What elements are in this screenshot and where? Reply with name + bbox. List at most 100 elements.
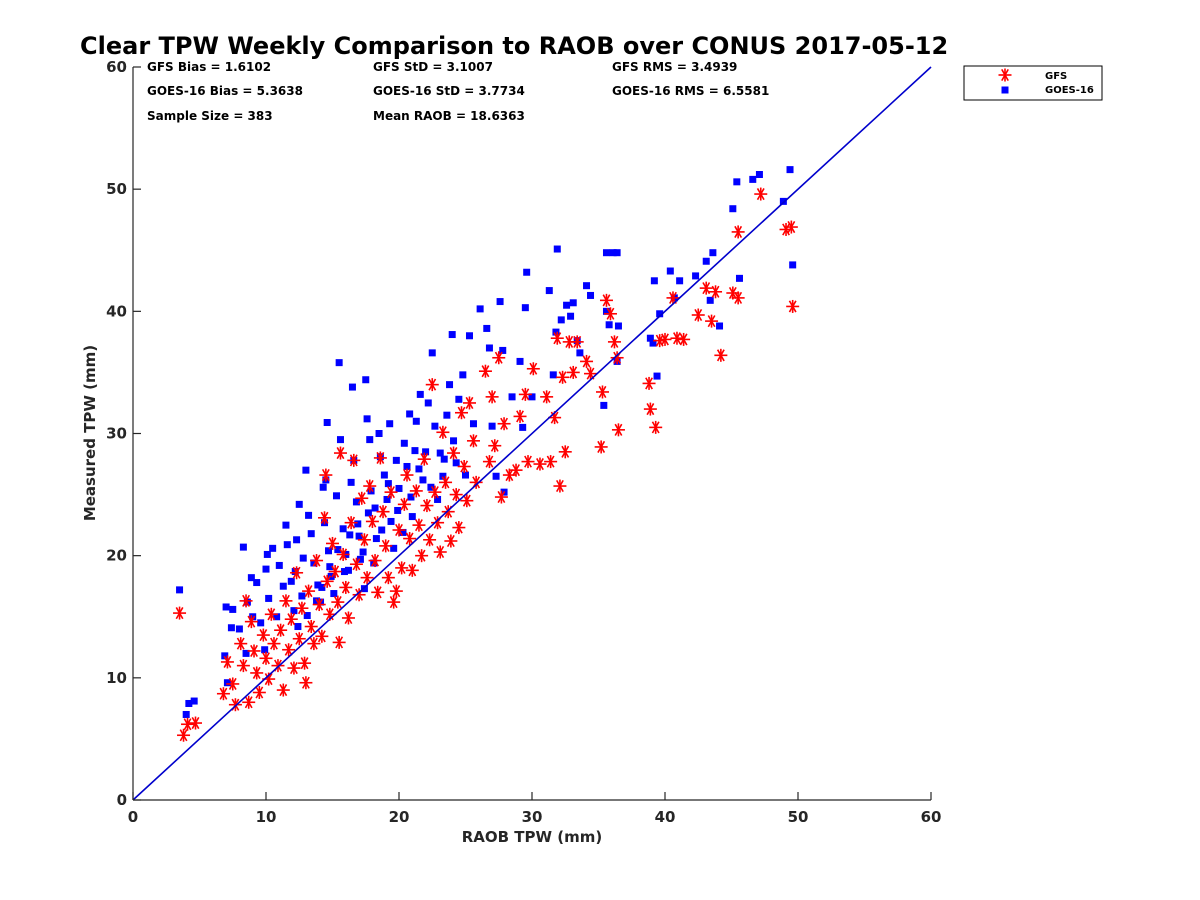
goes-point-87 [434, 495, 442, 503]
gfs-point-14 [250, 666, 264, 680]
goes-point-85 [428, 349, 436, 357]
goes-point-111 [523, 268, 531, 276]
goes-point-170 [399, 528, 407, 536]
x-tick-label-30: 30 [522, 808, 543, 826]
goes-point-161 [340, 568, 348, 576]
legend-gfs-label: GFS [1045, 71, 1067, 82]
gfs-point-11 [242, 695, 256, 709]
gfs-point-58 [363, 479, 377, 493]
goes-point-77 [406, 410, 414, 418]
goes-point-116 [552, 328, 560, 336]
gfs-point-72 [400, 468, 414, 482]
gfs-std-label: GFS StD = 3.1007 [373, 60, 493, 74]
gfs-point-32 [299, 676, 313, 690]
x-tick-label-50: 50 [788, 808, 809, 826]
gfs-point-45 [331, 595, 345, 609]
goes-point-118 [557, 316, 565, 324]
gfs-point-109 [521, 455, 535, 469]
gfs-point-41 [320, 574, 334, 588]
goes-point-145 [706, 296, 714, 304]
one-to-one-line [132, 66, 932, 801]
goes-point-115 [549, 371, 557, 379]
gfs-point-40 [319, 468, 333, 482]
gfs-point-4 [216, 687, 230, 701]
gfs-point-131 [642, 376, 656, 390]
goes-point-84 [424, 399, 432, 407]
goes-point-40 [319, 483, 327, 491]
goes-point-110 [519, 423, 527, 431]
goes-point-83 [422, 448, 430, 456]
goes-point-20 [269, 544, 277, 552]
gfs-point-6 [226, 677, 240, 691]
gfs-point-82 [428, 485, 442, 499]
goes-point-153 [786, 166, 794, 174]
goes-point-65 [372, 535, 380, 543]
gfs-point-38 [315, 629, 329, 643]
goes-point-139 [666, 267, 674, 275]
gfs-point-50 [341, 611, 355, 625]
goes-point-5 [221, 652, 229, 660]
goes-point-163 [354, 520, 362, 528]
goes-point-158 [318, 583, 326, 591]
goes-point-72 [390, 544, 398, 552]
goes-point-172 [415, 465, 423, 473]
goes-point-142 [692, 272, 700, 280]
goes-point-126 [600, 401, 608, 409]
gfs-point-13 [247, 644, 261, 658]
gfs-point-48 [336, 547, 350, 561]
goes-point-97 [462, 471, 469, 479]
gfs-point-54 [352, 588, 366, 602]
goes-point-71 [387, 517, 395, 525]
goes-point-164 [359, 548, 367, 556]
goes-point-42 [323, 419, 331, 427]
goes-point-152 [779, 197, 787, 205]
gfs-point-128 [607, 335, 621, 349]
gfs-point-150 [786, 299, 800, 313]
gfs-point-93 [457, 459, 471, 473]
mean-raob-label: Mean RAOB = 18.6363 [373, 109, 525, 123]
goes-point-147 [729, 205, 737, 213]
gfs-point-138 [677, 332, 691, 346]
goes-point-9 [235, 625, 243, 633]
goes-point-168 [384, 480, 392, 488]
gfs-point-9 [236, 659, 250, 673]
gfs-point-5 [220, 655, 234, 669]
goes-bias-label: GOES-16 Bias = 5.3638 [147, 84, 303, 98]
goes-point-89 [439, 472, 447, 480]
goes-point-15 [253, 579, 261, 587]
gfs-point-80 [423, 533, 437, 547]
goes-point-78 [408, 513, 416, 521]
gfs-point-24 [279, 594, 293, 608]
gfs-point-102 [492, 351, 506, 365]
goes-point-134 [646, 334, 654, 342]
goes-point-70 [386, 420, 394, 428]
goes-point-154 [789, 261, 797, 269]
gfs-point-59 [365, 514, 379, 528]
x-tick-label-40: 40 [655, 808, 676, 826]
goes-point-35 [305, 511, 313, 519]
goes-point-108 [508, 393, 516, 401]
goes-point-120 [567, 312, 575, 320]
sample-size-label: Sample Size = 383 [147, 109, 273, 123]
gfs-point-86 [439, 475, 453, 489]
gfs-point-67 [387, 595, 401, 609]
gfs-point-69 [392, 523, 406, 537]
y-tick-label-30: 30 [106, 425, 127, 443]
goes-point-63 [367, 487, 375, 495]
goes-point-102 [485, 344, 493, 352]
gfs-point-63 [376, 505, 390, 519]
goes-point-47 [332, 492, 340, 500]
gfs-point-12 [244, 615, 258, 629]
y-tick-label-50: 50 [106, 180, 127, 198]
gfs-point-142 [709, 285, 723, 299]
legend-gfs-marker [998, 68, 1012, 82]
points-layer [173, 166, 800, 742]
gfs-point-56 [357, 533, 371, 547]
gfs-point-92 [455, 406, 469, 420]
goes-point-132 [614, 322, 622, 330]
goes-point-58 [356, 555, 364, 563]
gfs-point-44 [328, 565, 342, 579]
goes-point-130 [609, 249, 617, 257]
gfs-point-85 [436, 425, 450, 439]
